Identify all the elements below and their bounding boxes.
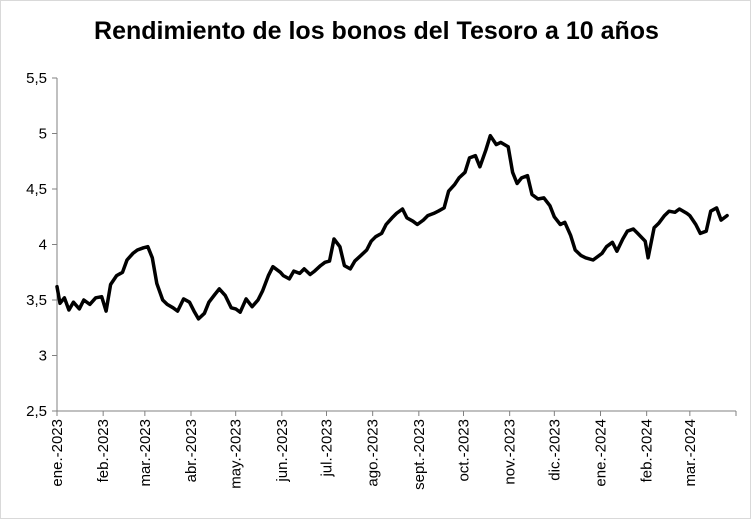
x-tick-label: nov.-2023 bbox=[502, 419, 519, 485]
x-tick-label: sept.-2023 bbox=[411, 419, 428, 490]
x-tick-label: feb.-2024 bbox=[639, 419, 656, 482]
y-tick-label: 5 bbox=[39, 126, 47, 143]
x-tick-label: ene.-2024 bbox=[592, 419, 609, 487]
x-tick-label: jun.-2023 bbox=[274, 419, 291, 483]
x-tick-label: ago.-2023 bbox=[365, 419, 382, 487]
x-tick-label: abr.-2023 bbox=[183, 419, 200, 482]
y-tick-label: 3 bbox=[39, 348, 47, 365]
series-line bbox=[55, 133, 729, 321]
x-tick-label: mar.-2023 bbox=[137, 419, 154, 487]
x-tick-label: oct.-2023 bbox=[456, 419, 473, 482]
x-tick-label: mar.-2024 bbox=[682, 419, 699, 487]
y-tick-label: 5,5 bbox=[26, 70, 47, 87]
y-tick-label: 4,5 bbox=[26, 181, 47, 198]
x-tick-label: feb.-2023 bbox=[95, 419, 112, 482]
x-tick-label: ene.-2023 bbox=[49, 419, 66, 487]
x-tick-label: jul.-2023 bbox=[319, 419, 336, 478]
x-tick-label: dic.-2023 bbox=[546, 419, 563, 481]
y-tick-label: 2,5 bbox=[26, 403, 47, 420]
y-tick-label: 4 bbox=[39, 237, 47, 254]
x-tick-label: may.-2023 bbox=[228, 419, 245, 489]
chart-title: Rendimiento de los bonos del Tesoro a 10… bbox=[94, 17, 659, 45]
y-tick-label: 3,5 bbox=[26, 292, 47, 309]
